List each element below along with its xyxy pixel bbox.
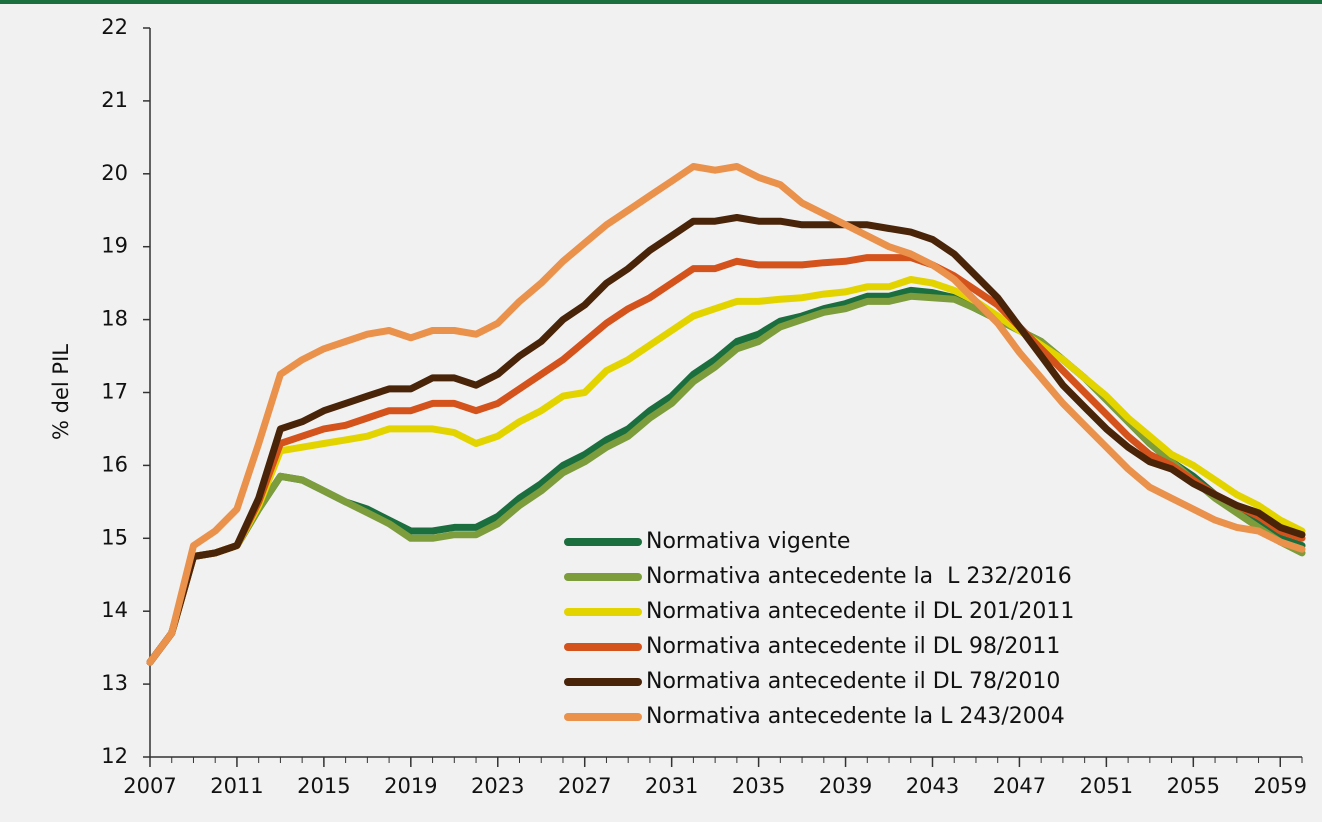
top-border [0, 0, 1322, 4]
legend-label: Normativa antecedente la L 243/2004 [646, 704, 1065, 729]
x-tick-label: 2043 [906, 774, 959, 798]
y-tick-label: 22 [101, 15, 128, 39]
series-line [146, 254, 1306, 666]
y-tick-label: 15 [101, 525, 128, 549]
x-tick-label: 2011 [210, 774, 263, 798]
series-line [146, 214, 1306, 666]
y-tick-label: 13 [101, 671, 128, 695]
x-tick-label: 2015 [297, 774, 350, 798]
x-tick-label: 2051 [1080, 774, 1133, 798]
y-tick-label: 16 [101, 452, 128, 476]
y-tick-label: 14 [101, 598, 128, 622]
x-tick-label: 2023 [471, 774, 524, 798]
x-tick-label: 2031 [645, 774, 698, 798]
legend-label: Normativa antecedente la L 232/2016 [646, 564, 1072, 589]
y-axis-label: % del PIL [49, 344, 73, 440]
y-tick-label: 20 [101, 161, 128, 185]
legend-label: Normativa antecedente il DL 201/2011 [646, 599, 1074, 624]
x-tick-label: 2055 [1167, 774, 1220, 798]
legend-label: Normativa antecedente il DL 78/2010 [646, 669, 1060, 694]
x-tick-label: 2047 [993, 774, 1046, 798]
x-tick-label: 2027 [558, 774, 611, 798]
legend-label: Normativa vigente [646, 529, 850, 554]
legend-label: Normativa antecedente il DL 98/2011 [646, 634, 1060, 659]
x-tick-label: 2007 [123, 774, 176, 798]
y-tick-label: 19 [101, 234, 128, 258]
x-tick-label: 2039 [819, 774, 872, 798]
y-tick-label: 18 [101, 307, 128, 331]
series-line [146, 163, 1306, 666]
y-tick-label: 17 [101, 380, 128, 404]
x-tick-label: 2035 [732, 774, 785, 798]
y-tick-label: 21 [101, 88, 128, 112]
y-tick-label: 12 [101, 744, 128, 768]
x-tick-label: 2019 [384, 774, 437, 798]
series-line [146, 276, 1306, 666]
x-tick-label: 2059 [1254, 774, 1307, 798]
